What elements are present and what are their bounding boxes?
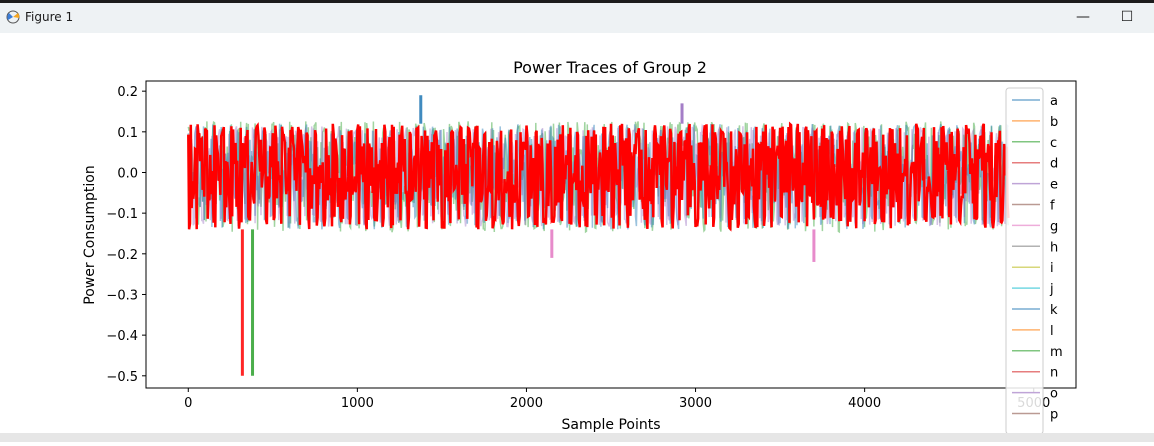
y-axis-label: Power Consumption bbox=[82, 165, 98, 305]
x-axis: 010002000300040005000 bbox=[184, 388, 1050, 411]
legend-label: k bbox=[1050, 303, 1058, 318]
minimize-button[interactable]: — bbox=[1076, 9, 1090, 25]
plot-frame bbox=[145, 80, 1077, 389]
chart-title: Power Traces of Group 2 bbox=[513, 58, 707, 77]
y-tick-label: −0.4 bbox=[106, 329, 138, 344]
legend-label: a bbox=[1050, 94, 1058, 109]
y-tick-label: −0.5 bbox=[106, 370, 138, 385]
legend-box bbox=[1005, 87, 1044, 435]
legend-label: f bbox=[1050, 199, 1055, 214]
y-tick-label: −0.1 bbox=[106, 207, 138, 222]
x-tick-label: 0 bbox=[184, 396, 192, 411]
legend-label: e bbox=[1050, 178, 1058, 193]
x-axis-label: Sample Points bbox=[562, 417, 661, 433]
x-tick-label: 4000 bbox=[848, 396, 881, 411]
y-tick-label: −0.2 bbox=[106, 248, 138, 263]
legend-label: j bbox=[1049, 282, 1054, 297]
legend-label: i bbox=[1050, 261, 1054, 276]
legend-label: b bbox=[1050, 115, 1058, 130]
trace-line-dominant bbox=[187, 121, 1010, 232]
window-titlebar: Figure 1 — ☐ bbox=[0, 0, 1154, 33]
trace-lines bbox=[187, 95, 1010, 376]
y-tick-label: 0.0 bbox=[117, 166, 138, 181]
legend-label: m bbox=[1050, 345, 1063, 360]
legend-label: o bbox=[1050, 387, 1058, 402]
y-tick-label: 0.1 bbox=[117, 126, 138, 141]
y-tick-label: −0.3 bbox=[106, 288, 138, 303]
legend-label: l bbox=[1050, 324, 1054, 339]
maximize-button[interactable]: ☐ bbox=[1120, 9, 1134, 25]
x-tick-label: 2000 bbox=[510, 396, 543, 411]
toolbar-strip bbox=[0, 433, 1154, 442]
legend-label: p bbox=[1050, 408, 1058, 423]
x-tick-label: 3000 bbox=[679, 396, 712, 411]
matplotlib-figure-icon bbox=[6, 10, 20, 24]
legend-label: g bbox=[1050, 219, 1058, 234]
chart: Power Traces of Group 2 0 1000 2000 3000 400… bbox=[82, 58, 1077, 435]
window-top-border bbox=[0, 0, 1154, 3]
figure-canvas: Power Traces of Group 2 0 1000 2000 3000 400… bbox=[0, 33, 1154, 442]
legend-label: d bbox=[1050, 157, 1058, 172]
legend-label: n bbox=[1050, 366, 1058, 381]
x-tick-label: 1000 bbox=[341, 396, 374, 411]
window-title: Figure 1 bbox=[25, 10, 74, 24]
legend-label: h bbox=[1050, 240, 1058, 255]
y-tick-label: 0.2 bbox=[117, 85, 138, 100]
y-axis: 0.2 0.1 0.0 −0.1 −0.2 −0.3 −0.4 −0.5 bbox=[106, 85, 146, 385]
legend-label: c bbox=[1050, 136, 1057, 151]
